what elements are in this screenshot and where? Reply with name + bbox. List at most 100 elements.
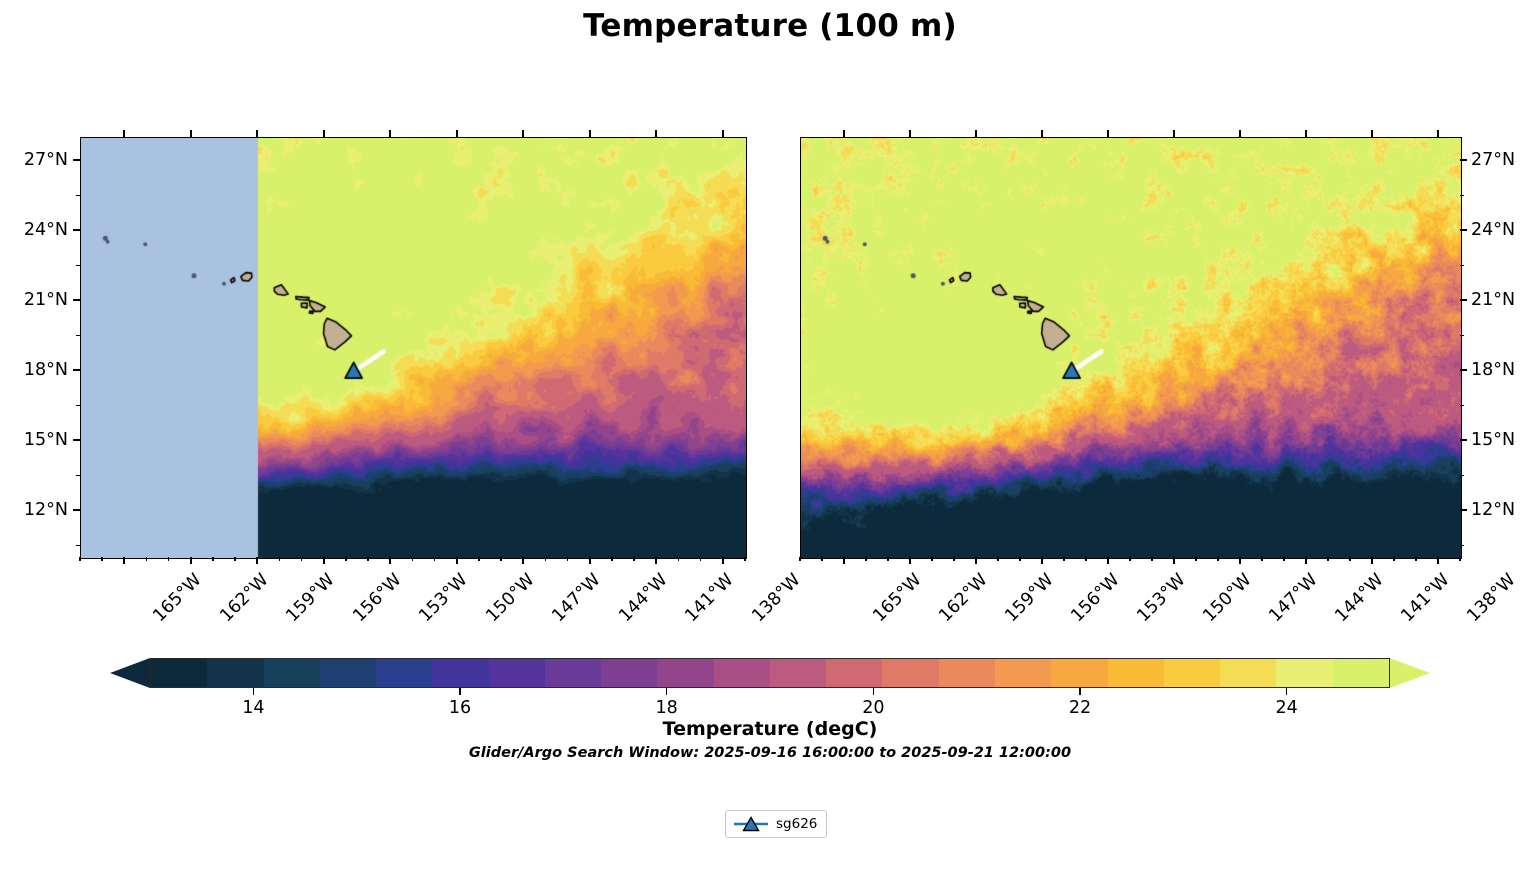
- x-tick-minor: [1217, 557, 1219, 561]
- y-tick-major: [73, 509, 80, 512]
- map-canvas-rtofs: [81, 138, 746, 558]
- x-tick-major-top: [322, 130, 325, 137]
- y-tick-minor: [76, 334, 80, 337]
- colorbar-segment: [1107, 659, 1164, 687]
- x-tick-label: 156°W: [349, 570, 406, 627]
- x-tick-minor: [699, 557, 702, 561]
- x-tick-minor: [1261, 557, 1263, 561]
- x-tick-label: 159°W: [1001, 570, 1058, 627]
- x-tick-minor: [1019, 557, 1021, 561]
- colorbar-segment: [432, 659, 489, 687]
- x-tick-major: [721, 557, 724, 564]
- search-window-text: Glider/Argo Search Window: 2025-09-16 16…: [468, 745, 1072, 761]
- page-title: Temperature (100 m): [583, 8, 957, 44]
- x-tick-minor: [997, 557, 999, 561]
- x-tick-minor: [145, 557, 148, 561]
- x-tick-major-top: [1173, 130, 1175, 137]
- y-tick-minor: [76, 474, 80, 477]
- colorbar-tick: [1285, 688, 1288, 695]
- y-tick-label: 15°N: [1471, 430, 1516, 451]
- x-tick-minor: [799, 557, 801, 561]
- y-tick-minor: [76, 194, 80, 197]
- colorbar-extend-min-arrow: [110, 658, 150, 688]
- x-tick-minor: [953, 557, 955, 561]
- colorbar-segment: [826, 659, 883, 687]
- x-tick-minor: [345, 557, 347, 561]
- x-tick-major-top: [721, 130, 724, 137]
- x-tick-major: [322, 557, 325, 564]
- colorbar-tick-label: 18: [655, 698, 678, 718]
- x-tick-major: [843, 557, 845, 564]
- x-tick-major: [588, 557, 591, 564]
- x-tick-major: [522, 557, 525, 564]
- colorbar-tick: [1079, 688, 1081, 695]
- y-tick-label: 18°N: [1471, 360, 1516, 381]
- x-tick-major-top: [1239, 130, 1241, 137]
- x-tick-major: [1041, 557, 1043, 564]
- colorbar-segment: [488, 659, 545, 687]
- x-tick-major-top: [455, 130, 458, 137]
- x-tick-minor: [500, 557, 502, 561]
- colorbar-segment: [938, 659, 995, 687]
- colorbar-segment: [151, 659, 208, 687]
- x-tick-label: 165°W: [149, 570, 206, 627]
- y-tick-minor: [1460, 544, 1464, 547]
- colorbar-segment: [882, 659, 939, 687]
- colorbar-segment: [1276, 659, 1333, 687]
- x-tick-major-top: [123, 130, 126, 137]
- x-tick-major-top: [189, 130, 192, 137]
- y-tick-label: 18°N: [23, 360, 68, 381]
- x-tick-minor: [1085, 557, 1087, 561]
- y-tick-label: 15°N: [23, 430, 68, 451]
- y-tick-major: [73, 159, 80, 162]
- x-tick-label: 141°W: [1397, 570, 1454, 627]
- x-tick-minor: [79, 557, 81, 561]
- colorbar-gradient: [150, 658, 1390, 688]
- y-tick-label: 27°N: [23, 150, 68, 171]
- x-tick-minor: [433, 557, 436, 561]
- y-tick-major: [1460, 439, 1467, 442]
- legend[interactable]: sg626: [725, 810, 828, 838]
- x-tick-label: 138°W: [1463, 570, 1520, 627]
- x-tick-minor: [566, 557, 569, 561]
- map-panel-espc[interactable]: ESPC - 2025-09-21 12:00:00: [800, 137, 1462, 559]
- x-tick-major-top: [1437, 130, 1439, 137]
- x-tick-major: [975, 557, 977, 564]
- x-tick-minor: [544, 557, 547, 561]
- x-tick-minor: [931, 557, 933, 561]
- x-tick-major-top: [975, 130, 977, 137]
- y-tick-label: 12°N: [1471, 500, 1516, 521]
- x-tick-label: 147°W: [1265, 570, 1322, 627]
- legend-label-sg626: sg626: [776, 816, 818, 832]
- x-tick-label: 150°W: [1199, 570, 1256, 627]
- x-tick-minor: [611, 557, 613, 561]
- x-tick-major-top: [655, 130, 658, 137]
- x-tick-major: [1437, 557, 1439, 564]
- map-panel-rtofs[interactable]: RTOFS - 2025-09-21 12:00:00: [80, 137, 747, 559]
- y-tick-label: 21°N: [23, 290, 68, 311]
- y-tick-major: [1460, 229, 1467, 232]
- x-tick-label: 162°W: [935, 570, 992, 627]
- x-tick-minor: [1393, 557, 1395, 561]
- colorbar-tick: [459, 688, 461, 695]
- y-tick-major: [73, 229, 80, 232]
- x-tick-major: [455, 557, 458, 564]
- x-tick-minor: [1283, 557, 1285, 561]
- colorbar[interactable]: 14 16 18 20 22 24: [110, 658, 1430, 718]
- y-tick-minor: [76, 404, 80, 407]
- x-tick-minor: [234, 557, 236, 561]
- x-tick-minor: [1195, 557, 1197, 561]
- colorbar-tick: [872, 688, 875, 695]
- x-tick-minor: [1459, 557, 1461, 561]
- colorbar-segment: [713, 659, 770, 687]
- y-tick-minor: [1460, 264, 1464, 267]
- x-tick-minor: [1129, 557, 1131, 561]
- x-tick-label: 162°W: [216, 570, 273, 627]
- y-tick-major: [1460, 299, 1467, 302]
- y-tick-major: [1460, 369, 1467, 372]
- x-tick-minor: [367, 557, 369, 561]
- x-tick-minor: [300, 557, 303, 561]
- y-tick-minor: [1460, 194, 1464, 197]
- colorbar-tick-label: 24: [1275, 698, 1298, 718]
- y-tick-label: 24°N: [1471, 220, 1516, 241]
